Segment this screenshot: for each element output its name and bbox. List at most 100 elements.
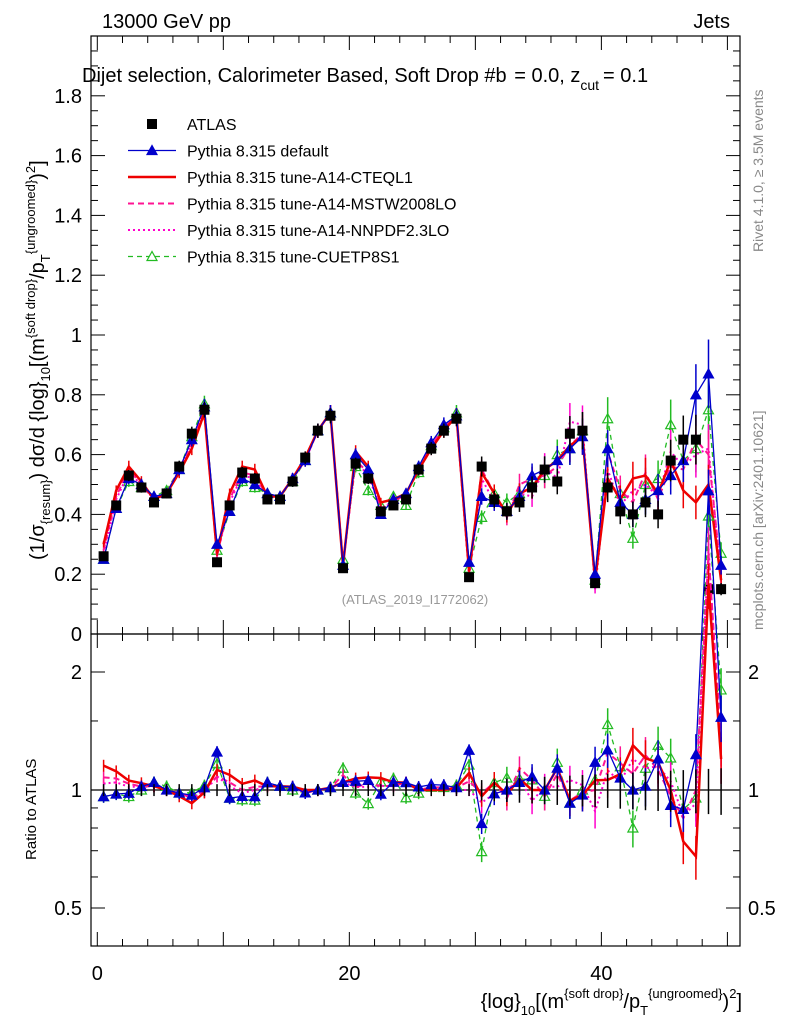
ratio-point: [210, 745, 224, 757]
data-point: [626, 532, 639, 543]
data-point: [451, 413, 462, 424]
ratio-point: [702, 484, 715, 496]
data-point: [363, 473, 374, 484]
main-y-tick-label: 0.2: [54, 564, 82, 586]
ratio-y-tick-label: 1: [71, 780, 82, 802]
ratio-point: [475, 817, 488, 829]
plot-title: Dijet selection, Calorimeter Based, Soft…: [82, 65, 648, 93]
data-point: [212, 557, 223, 568]
legend-label: Pythia 8.315 tune-A14-CTEQL1: [187, 170, 413, 187]
mcplots-label: mcplots.cern.ch [arXiv:2401.10621]: [750, 411, 766, 630]
data-point: [325, 410, 336, 421]
legend-label: Pythia 8.315 default: [187, 144, 329, 161]
main-panel-series: [97, 339, 728, 596]
series-1-ratio: [97, 469, 728, 835]
ratio-point: [589, 756, 602, 767]
data-point: [627, 509, 638, 520]
ratio-point: [601, 718, 614, 730]
data-point: [210, 538, 224, 549]
data-point: [702, 367, 715, 379]
data-point: [149, 497, 160, 508]
data-point: [476, 461, 487, 472]
main-y-tick-label: 1.6: [54, 146, 82, 168]
ratio-point: [97, 790, 110, 802]
data-point: [98, 551, 109, 562]
data-point: [350, 458, 361, 469]
legend-item: Pythia 8.315 tune-A14-NNPDF2.3LO: [128, 223, 449, 240]
x-tick-label: 20: [338, 963, 360, 985]
data-point: [338, 563, 349, 574]
data-point: [475, 490, 488, 502]
legend-item: ATLAS: [147, 117, 237, 134]
legend: ATLAS Pythia 8.315 default Pythia 8.315 tu…: [128, 117, 456, 267]
ratio-point: [715, 710, 728, 722]
main-y-tick-label: 0.4: [54, 504, 82, 526]
data-point: [665, 455, 676, 466]
data-point: [287, 476, 298, 487]
series-4-ratio: [102, 527, 723, 838]
data-point: [174, 461, 185, 472]
data-point: [577, 425, 588, 436]
rivet-label: Rivet 4.1.0, ≥ 3.5M events: [750, 89, 766, 252]
data-point: [653, 509, 664, 520]
energy-label: 13000 GeV pp: [102, 11, 231, 33]
data-point: [689, 388, 702, 400]
data-point: [438, 425, 449, 436]
ratio-y-tick-label-right: 0.5: [748, 898, 776, 920]
data-point: [552, 476, 563, 487]
ratio-point: [702, 509, 715, 521]
axis-ticks: [91, 35, 740, 946]
data-point: [300, 452, 311, 463]
main-y-tick-label: 1.4: [54, 205, 82, 227]
data-point: [716, 584, 727, 595]
data-point: [223, 505, 236, 517]
data-point: [464, 572, 475, 583]
legend-label: Pythia 8.315 tune-A14-MSTW2008LO: [187, 197, 456, 214]
series-5-ratio: [97, 494, 728, 863]
category-label: Jets: [693, 11, 730, 33]
legend-item: Pythia 8.315 tune-A14-CTEQL1: [128, 170, 413, 187]
data-point: [362, 484, 375, 496]
legend-label: Pythia 8.315 tune-CUETP8S1: [187, 250, 400, 267]
series-line: [102, 371, 722, 575]
data-point: [652, 484, 665, 496]
series-0-main: [98, 401, 727, 596]
data-point: [602, 482, 613, 493]
main-y-tick-label: 0.8: [54, 385, 82, 407]
ratio-point: [463, 743, 476, 755]
data-point: [601, 442, 614, 454]
ratio-y-tick-label: 0.5: [54, 898, 82, 920]
data-point: [501, 506, 512, 517]
data-point: [199, 404, 210, 415]
ratio-point: [248, 790, 261, 802]
data-point: [375, 506, 386, 517]
data-point: [413, 464, 424, 475]
data-point: [275, 494, 286, 505]
ratio-point: [626, 821, 639, 833]
ratio-panel-series: [97, 469, 728, 880]
legend-item: Pythia 8.315 default: [128, 144, 329, 161]
axis-tick-labels: 0 20 40 0 0.2 0.4 0.6 0.8 1 1.2 1.4 1.6 1.8 0.5 0.5 1 1 2…: [54, 86, 776, 985]
data-point: [248, 478, 261, 490]
data-point: [426, 443, 437, 454]
ratio-line: [103, 584, 723, 860]
ratio-point: [551, 761, 564, 773]
data-point: [514, 497, 525, 508]
data-point: [161, 488, 172, 499]
ratio-y-tick-label-right: 2: [748, 662, 759, 684]
series-0-ratio: [102, 768, 722, 815]
data-point: [715, 558, 728, 570]
ratio-point: [400, 791, 413, 803]
main-y-tick-label: 1: [71, 325, 82, 347]
data-point: [237, 467, 248, 478]
ratio-point: [715, 683, 728, 695]
legend-label: ATLAS: [187, 117, 237, 134]
data-point: [640, 497, 651, 508]
x-tick-label: 0: [92, 963, 103, 985]
legend-marker: [145, 250, 159, 262]
data-point: [249, 473, 260, 484]
legend-item: Pythia 8.315 tune-A14-MSTW2008LO: [128, 197, 456, 214]
main-y-tick-label: 1.8: [54, 86, 82, 108]
ratio-line: [103, 515, 722, 852]
